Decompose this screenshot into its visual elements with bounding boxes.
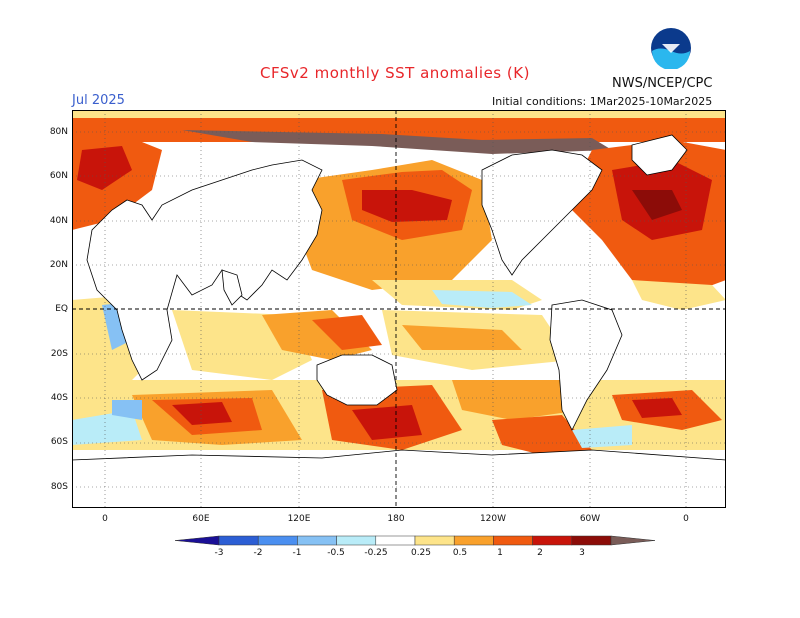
initial-conditions-label: Initial conditions: 1Mar2025-10Mar2025 [492,95,713,108]
colorbar-extend-low [174,535,220,546]
map-title: CFSv2 monthly SST anomalies (K) [260,64,530,82]
colorbar-extend-high [610,535,656,546]
colorbar-level-label: 2 [537,548,543,558]
colorbar-level-label: 3 [579,548,585,558]
colorbar-level-label: -3 [214,548,224,558]
lat-label-20n: 20N [49,260,68,270]
colorbar-swatch [336,535,377,546]
australia-landmass [316,354,398,406]
lon-label-180: 180 [387,514,405,524]
lon-label-0: 0 [102,514,108,524]
noaa-logo-icon [651,28,691,69]
lat-label-40s: 40S [50,393,68,403]
colorbar-level-label: -0.25 [364,548,388,558]
india-landmass [221,269,243,306]
lat-label-80s: 80S [50,482,68,492]
lat-label-40n: 40N [49,216,68,226]
forecast-month-label: Jul 2025 [72,93,125,108]
lon-label-120e: 120E [287,514,311,524]
colorbar-swatch [414,535,455,546]
lat-label-80n: 80N [49,127,68,137]
lat-label-20s: 20S [50,349,68,359]
lon-label-60e: 60E [192,514,210,524]
colorbar-swatch [453,535,494,546]
colorbar-level-label: -1 [292,548,302,558]
colorbar-swatch [493,535,533,546]
equator-dateline [72,110,726,508]
north-america-landmass [481,149,603,276]
colorbar-swatch [375,535,416,546]
colorbar-swatch [257,535,298,546]
lat-label-60s: 60S [50,437,68,447]
colorbar-level-label: 1 [497,548,503,558]
greenland-landmass [631,134,688,176]
colorbar-swatches [174,535,656,546]
colorbar-level-label: 0.5 [452,548,468,558]
south-america-landmass [549,299,623,431]
colorbar-swatch [532,535,573,546]
organization-label: NWS/NCEP/CPC [612,76,713,91]
graticule [72,110,726,508]
colorbar-swatch [571,535,612,546]
lon-label-120w: 120W [479,514,507,524]
lat-label-eq: EQ [55,304,68,314]
sst-anomaly-map [72,110,726,508]
colorbar-level-label: 0.25 [410,548,432,558]
colorbar-level-label: -0.5 [327,548,345,558]
sst-shading [72,110,726,508]
lon-label-60w: 60W [579,514,601,524]
colorbar-swatch [297,535,337,546]
lat-label-60n: 60N [49,171,68,181]
colorbar-level-label: -2 [253,548,263,558]
lon-label-0-east: 0 [683,514,689,524]
continents [86,134,688,431]
colorbar-swatch [218,535,259,546]
map-frame [72,110,726,508]
eurasia-africa-landmass [86,159,323,381]
